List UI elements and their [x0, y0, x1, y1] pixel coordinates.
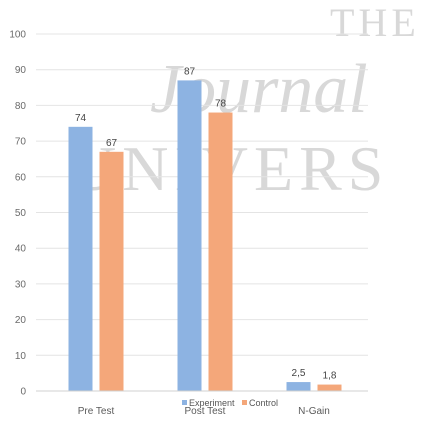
- data-label-control-0: 67: [106, 138, 118, 149]
- bars: [68, 80, 342, 391]
- legend-label-control: Control: [249, 398, 278, 408]
- data-label-control-2: 1,8: [323, 371, 337, 382]
- x-tick-label-post-test: Post Test: [185, 406, 226, 417]
- legend-swatch-control: [242, 400, 247, 405]
- y-tick-label-70: 70: [15, 137, 27, 148]
- data-label-experiment-0: 74: [75, 113, 87, 124]
- y-tick-label-0: 0: [20, 387, 26, 398]
- watermark-the: THE: [330, 0, 420, 45]
- y-tick-label-50: 50: [15, 208, 27, 219]
- data-labels: 74 87 2,5 67 78 1,8: [75, 66, 337, 381]
- y-tick-label-40: 40: [15, 244, 27, 255]
- y-tick-label-20: 20: [15, 315, 27, 326]
- legend-swatch-experiment: [182, 400, 187, 405]
- bar-experiment-pre-test: [68, 126, 93, 391]
- y-tick-label-80: 80: [15, 101, 27, 112]
- bar-experiment-n-gain: [286, 382, 311, 391]
- data-label-experiment-2: 2,5: [292, 368, 306, 379]
- x-tick-label-n-gain: N-Gain: [298, 406, 330, 417]
- y-tick-label-100: 100: [9, 30, 26, 41]
- data-label-control-1: 78: [215, 99, 227, 110]
- bar-control-pre-test: [99, 151, 124, 391]
- y-axis: 0 10 20 30 40 50 60 70 80 90 100: [9, 30, 26, 398]
- bar-control-n-gain: [317, 384, 342, 391]
- y-tick-label-30: 30: [15, 279, 27, 290]
- x-tick-label-pre-test: Pre Test: [78, 406, 115, 417]
- bar-experiment-post-test: [177, 80, 202, 391]
- y-tick-label-60: 60: [15, 172, 27, 183]
- y-tick-label-90: 90: [15, 65, 27, 76]
- data-label-experiment-1: 87: [184, 66, 196, 77]
- legend-label-experiment: Experiment: [189, 398, 235, 408]
- y-tick-label-10: 10: [15, 351, 27, 362]
- x-axis: Pre Test Post Test N-Gain: [36, 390, 368, 417]
- bar-control-post-test: [208, 112, 233, 391]
- legend: Experiment Control: [182, 398, 278, 408]
